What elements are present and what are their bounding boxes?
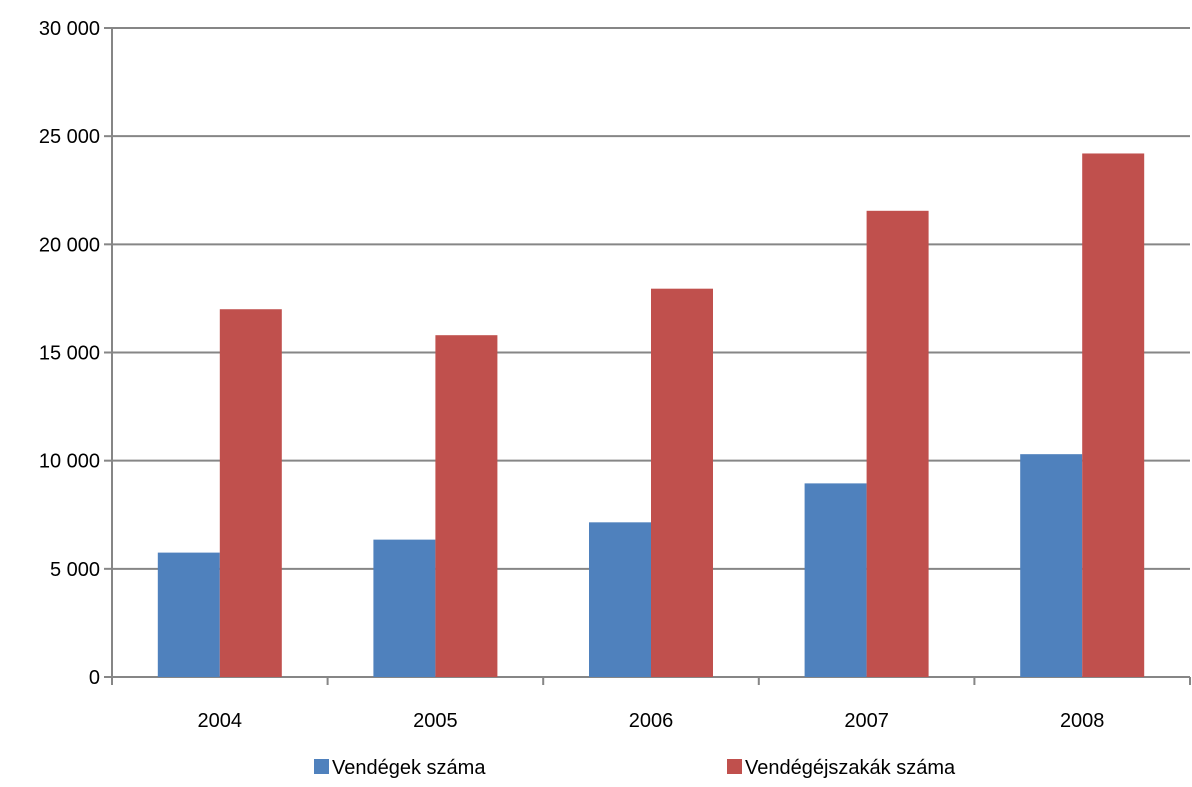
bar-guest-nights — [1082, 153, 1145, 677]
y-tick-label: 20 000 — [39, 234, 100, 256]
bar-guests — [804, 483, 867, 677]
x-tick-label: 2005 — [413, 710, 458, 732]
legend-swatch — [314, 759, 329, 774]
legend: Vendégek száma Vendégéjszakák száma — [314, 757, 956, 779]
y-axis: 0 5 000 10 000 15 000 20 000 25 000 30 000 — [39, 18, 113, 689]
bar-guest-nights — [219, 309, 282, 677]
y-tick-label: 0 — [89, 667, 100, 689]
bar-guest-nights — [435, 335, 498, 677]
y-tick-label: 10 000 — [39, 451, 100, 473]
y-tick-label: 15 000 — [39, 343, 100, 365]
legend-label: Vendégéjszakák száma — [745, 757, 956, 779]
x-tick-label: 2006 — [629, 710, 674, 732]
y-tick-label: 5 000 — [50, 559, 100, 581]
x-tick-label: 2004 — [198, 710, 243, 732]
y-tick-label: 30 000 — [39, 18, 100, 40]
bar-guests — [589, 522, 651, 677]
y-tick-label: 25 000 — [39, 126, 100, 148]
legend-label: Vendégek száma — [332, 757, 486, 779]
legend-swatch — [727, 759, 742, 774]
bar-guests — [373, 539, 436, 677]
bar-guests — [1020, 454, 1083, 677]
x-axis: 2004 2005 2006 2007 2008 — [111, 676, 1191, 732]
x-tick-label: 2008 — [1060, 710, 1105, 732]
bar-guests — [157, 552, 220, 677]
bars — [157, 153, 1145, 677]
bar-guest-nights — [866, 210, 929, 677]
x-tick-label: 2007 — [844, 710, 889, 732]
bar-guest-nights — [651, 288, 713, 677]
